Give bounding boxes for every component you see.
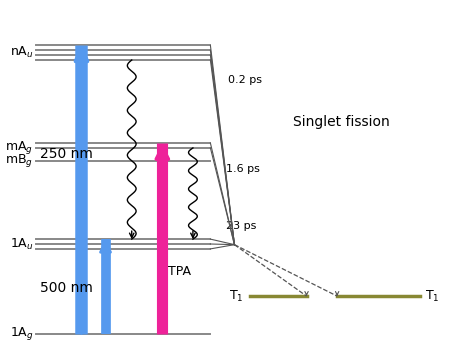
Text: nA$_u$: nA$_u$ <box>9 45 33 60</box>
Text: 1A$_g$: 1A$_g$ <box>9 325 33 342</box>
Text: 250 nm: 250 nm <box>40 147 93 161</box>
Text: TPA: TPA <box>168 265 191 278</box>
Text: 1.6 ps: 1.6 ps <box>226 164 260 174</box>
Text: T$_1$: T$_1$ <box>228 288 243 304</box>
Text: 23 ps: 23 ps <box>226 221 256 231</box>
Text: T$_1$: T$_1$ <box>425 288 440 304</box>
Text: 500 nm: 500 nm <box>40 281 93 295</box>
Text: 0.2 ps: 0.2 ps <box>228 74 262 84</box>
Text: Singlet fission: Singlet fission <box>293 115 390 129</box>
Text: mB$_g$: mB$_g$ <box>5 152 33 169</box>
Text: mA$_g$: mA$_g$ <box>5 139 33 156</box>
Text: 1A$_u$: 1A$_u$ <box>9 236 33 252</box>
